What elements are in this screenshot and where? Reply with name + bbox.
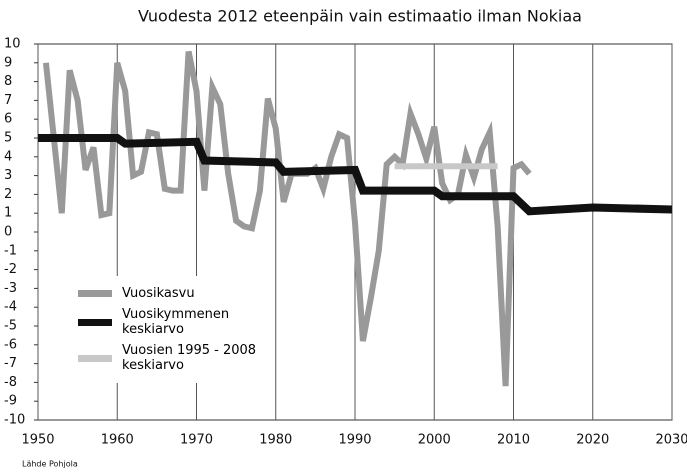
y-tick-label: 0 [4, 225, 12, 240]
y-tick-label: 9 [4, 55, 12, 70]
y-tick-label: -6 [4, 337, 17, 352]
y-tick-label: 3 [4, 168, 12, 183]
x-tick-label: 2030 [655, 433, 687, 448]
x-tick-label: 2020 [576, 433, 609, 448]
legend-label: Vuosikasvu [122, 286, 195, 301]
y-tick-label: -1 [4, 243, 17, 258]
y-tick-label: -3 [4, 281, 17, 296]
y-tick-label: 6 [4, 112, 12, 127]
x-tick-label: 1960 [101, 433, 134, 448]
y-tick-label: 7 [4, 93, 12, 108]
y-tick-label: 2 [4, 187, 12, 202]
y-tick-label: -7 [4, 356, 17, 371]
chart-title: Vuodesta 2012 eteenpäin vain estimaatio … [138, 7, 582, 26]
y-tick-label: -9 [4, 394, 17, 409]
legend-item: Vuosikasvu [66, 286, 266, 301]
legend-swatch [78, 354, 112, 362]
source: Lähde Pohjola [22, 460, 78, 469]
y-tick-label: 5 [4, 131, 12, 146]
legend-item: Vuosikymmenen keskiarvo [66, 307, 266, 337]
y-tick-label: -4 [4, 300, 17, 315]
x-tick-label: 1990 [338, 433, 371, 448]
y-tick-label: -2 [4, 262, 17, 277]
legend-label: Vuosien 1995 - 2008 keskiarvo [122, 343, 257, 373]
y-tick-label: -5 [4, 319, 17, 334]
y-tick-label: 1 [4, 206, 12, 221]
y-tick-label: -8 [4, 375, 17, 390]
x-tick-label: 1970 [180, 433, 213, 448]
legend-swatch [78, 290, 112, 297]
series-line [38, 134, 673, 216]
legend: Vuosikasvu Vuosikymmenen keskiarvo Vuosien… [66, 276, 266, 383]
x-tick-label: 2000 [418, 433, 451, 448]
y-tick-label: 10 [4, 37, 21, 52]
x-tick-label: 2010 [497, 433, 530, 448]
y-tick-label: 4 [4, 149, 12, 164]
legend-label: Vuosikymmenen keskiarvo [122, 307, 230, 337]
x-tick-label: 1950 [21, 433, 54, 448]
x-tick-label: 1980 [259, 433, 292, 448]
y-tick-label: -10 [4, 413, 25, 428]
legend-item: Vuosien 1995 - 2008 keskiarvo [66, 343, 266, 373]
y-tick-label: 8 [4, 74, 12, 89]
legend-swatch [78, 318, 112, 326]
